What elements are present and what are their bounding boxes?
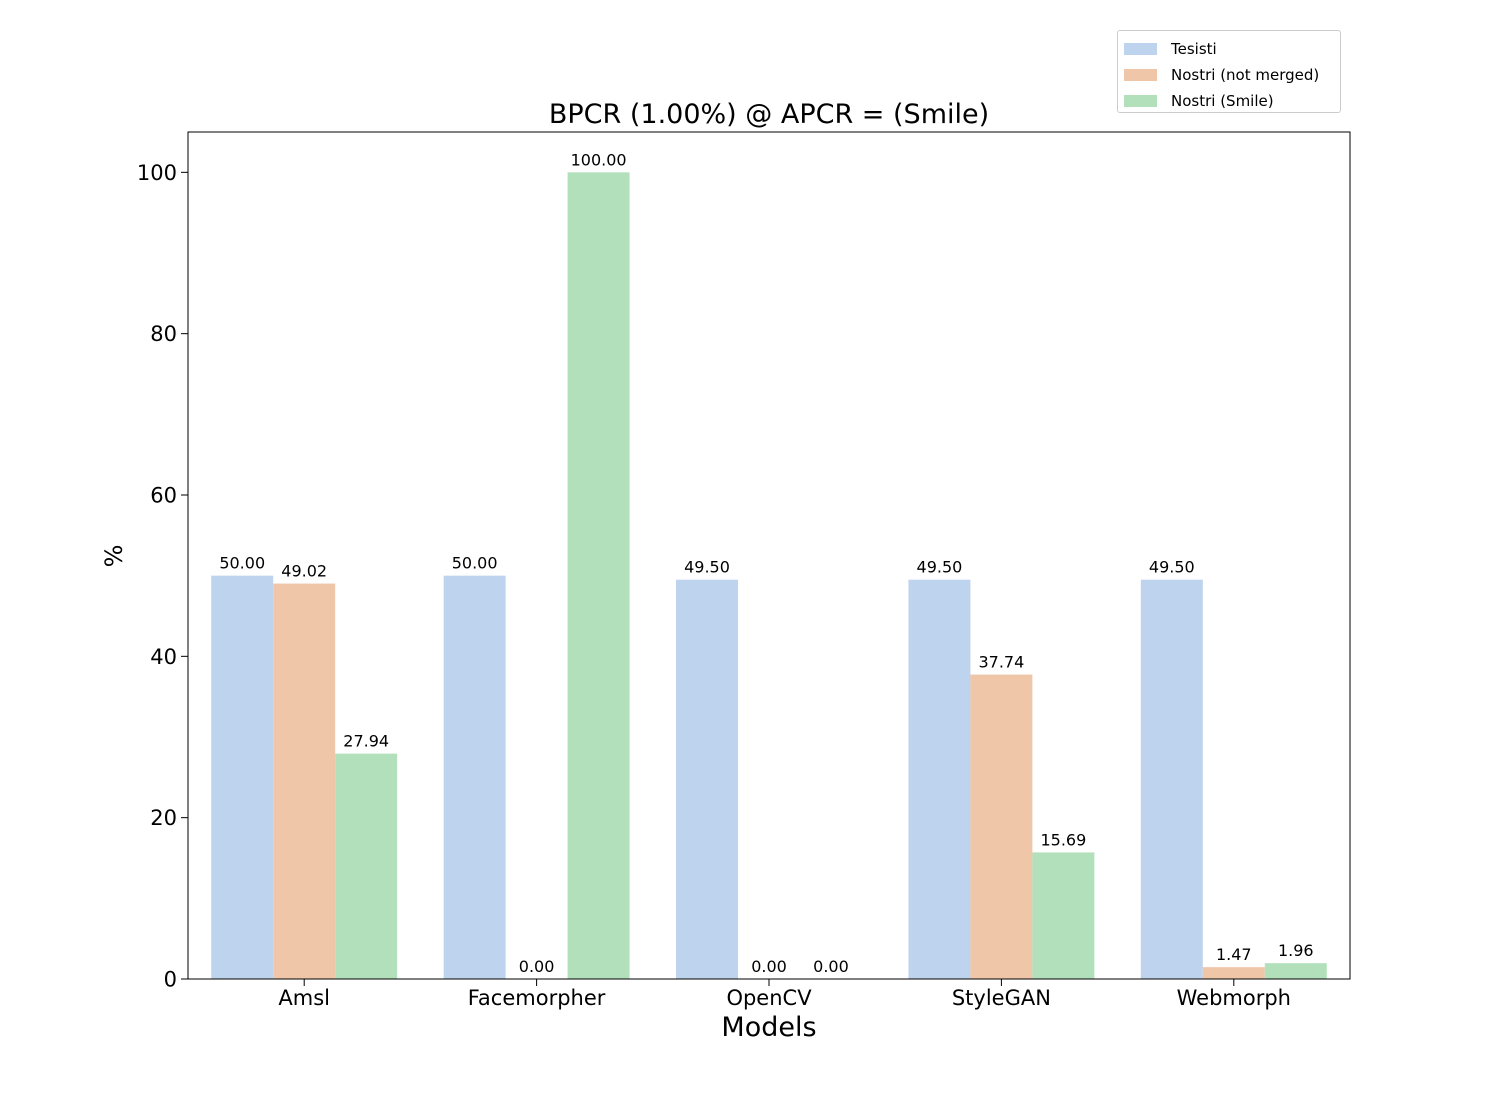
y-tick-label: 80 [150,322,177,346]
bar [908,579,971,979]
bar-value-label: 37.74 [978,653,1024,672]
legend-item-nostri-not-merged: Nostri (not merged) [1124,62,1340,88]
legend: Tesisti Nostri (not merged) Nostri (Smil… [1117,30,1341,113]
x-tick-label: StyleGAN [952,986,1051,1010]
bar-value-label: 15.69 [1040,830,1086,849]
y-tick-label: 100 [137,161,177,185]
x-tick-label: Amsl [278,986,330,1010]
legend-item-tesisti: Tesisti [1124,36,1340,62]
y-tick-label: 60 [150,484,177,508]
y-tick-label: 40 [150,645,177,669]
bar-value-label: 49.50 [684,558,730,577]
bar-value-label: 1.96 [1278,941,1314,960]
bar-value-label: 50.00 [219,554,265,573]
x-axis-label: Models [721,1012,816,1043]
bar [211,575,274,979]
bar [1264,963,1327,979]
bar-value-label: 49.50 [1149,558,1195,577]
bar [970,674,1033,979]
bar [1202,967,1265,979]
bar-value-label: 49.50 [917,558,963,577]
bar-value-label: 1.47 [1216,945,1252,964]
bar-value-label: 0.00 [751,957,787,976]
bar [273,583,336,979]
x-tick-label: OpenCV [726,986,812,1010]
legend-item-nostri-smile: Nostri (Smile) [1124,88,1340,114]
bar-value-label: 0.00 [813,957,849,976]
legend-swatch [1124,69,1157,81]
x-tick-label: Webmorph [1177,986,1291,1010]
bar [567,172,630,980]
bar-value-label: 50.00 [452,554,498,573]
bar [1140,579,1203,979]
bar-value-label: 49.02 [281,562,327,581]
y-tick-label: 20 [150,806,177,830]
bar [676,579,739,979]
bar [335,753,398,979]
legend-label: Nostri (Smile) [1171,92,1274,110]
legend-label: Nostri (not merged) [1171,66,1320,84]
legend-swatch [1124,43,1157,55]
bar-value-label: 27.94 [343,732,389,751]
bar-value-label: 100.00 [571,150,627,169]
y-tick-label: 0 [164,968,177,992]
legend-swatch [1124,95,1157,107]
bar-value-label: 0.00 [519,957,555,976]
bar [1032,852,1095,979]
chart-title: BPCR (1.00%) @ APCR = (Smile) [549,99,989,130]
x-tick-label: Facemorpher [468,986,606,1010]
y-axis-label: % [100,545,128,568]
legend-label: Tesisti [1171,40,1217,58]
bar [443,575,506,979]
